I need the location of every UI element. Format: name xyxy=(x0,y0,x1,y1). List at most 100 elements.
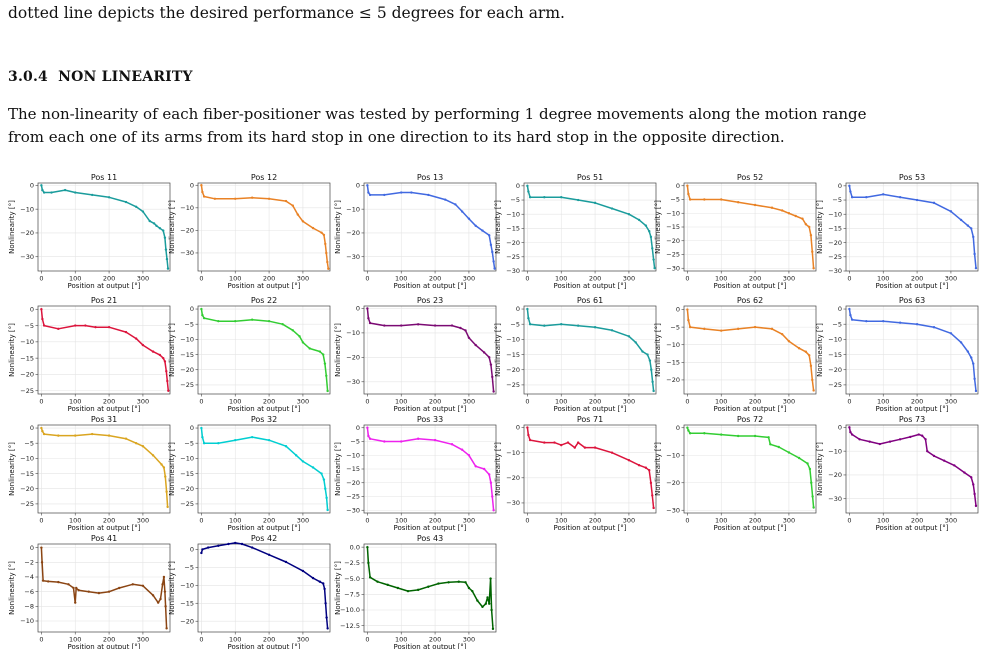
x-tick-label: 300 xyxy=(945,517,957,525)
data-point xyxy=(42,191,46,194)
x-tick-label: 100 xyxy=(69,636,81,644)
data-point xyxy=(324,602,327,605)
y-axis-label: Nonlinearity [°] xyxy=(334,442,342,496)
data-point xyxy=(850,195,854,199)
data-point xyxy=(474,465,477,468)
y-tick-label: −20 xyxy=(828,239,842,247)
data-point xyxy=(298,335,301,338)
data-point xyxy=(107,590,111,593)
data-point xyxy=(932,454,936,458)
y-tick-label: −5 xyxy=(510,196,520,204)
data-point xyxy=(970,227,973,230)
data-point xyxy=(593,326,597,329)
data-point xyxy=(651,494,654,497)
data-point xyxy=(753,203,757,207)
data-point xyxy=(736,434,740,438)
y-tick-label: −25 xyxy=(180,500,194,508)
data-point xyxy=(200,551,203,555)
data-point xyxy=(162,466,166,469)
data-point xyxy=(804,350,808,353)
data-point xyxy=(560,443,563,447)
y-axis-label: Nonlinearity [°] xyxy=(654,442,662,496)
x-tick-label: 0 xyxy=(199,275,203,283)
data-point xyxy=(949,332,953,335)
subplot-pos-12: Pos 12 0 100 200 300 0 −10 −20 −30 Position at ou… xyxy=(168,173,331,290)
data-point xyxy=(75,586,78,590)
axes-frame xyxy=(363,543,497,633)
y-tick-label: −10 xyxy=(666,209,680,217)
x-tick-label: 200 xyxy=(911,275,923,283)
data-point xyxy=(637,218,641,222)
data-point xyxy=(250,318,254,321)
data-point xyxy=(41,579,45,582)
data-point xyxy=(917,433,920,436)
x-axis-label: Position at output [°] xyxy=(67,405,140,413)
data-point xyxy=(688,432,692,435)
x-tick-label: 300 xyxy=(297,517,309,525)
y-tick-label: −25 xyxy=(506,381,520,389)
data-point xyxy=(326,627,329,630)
data-point xyxy=(459,326,462,330)
data-point xyxy=(206,546,210,549)
y-axis-label: Nonlinearity [°] xyxy=(654,323,662,377)
section-heading: 3.0.4 NON LINEARITY xyxy=(8,69,193,85)
data-point xyxy=(488,602,491,605)
x-axis-label: Position at output [°] xyxy=(875,524,948,532)
data-point xyxy=(367,191,370,194)
subplot-pos-72: Pos 72 0 100 200 300 0 −10 −20 −30 Position at ou… xyxy=(654,415,817,532)
y-tick-label: −20 xyxy=(828,471,842,479)
data-point xyxy=(201,548,204,551)
y-tick-label: −30 xyxy=(346,253,360,261)
y-tick-label: −20 xyxy=(506,366,520,374)
series-line xyxy=(200,185,330,269)
data-point xyxy=(528,195,532,199)
data-point xyxy=(898,195,902,199)
axes-frame xyxy=(523,424,657,514)
data-point xyxy=(301,220,305,223)
data-point xyxy=(543,195,546,199)
series-line xyxy=(526,427,655,509)
data-point xyxy=(966,224,970,227)
data-point xyxy=(322,478,326,481)
data-point xyxy=(583,446,587,449)
x-tick-label: 100 xyxy=(229,398,241,406)
data-point xyxy=(566,441,570,444)
x-tick-label: 100 xyxy=(715,517,727,525)
x-tick-label: 200 xyxy=(429,636,441,644)
data-point xyxy=(491,627,495,631)
subplot-title: Pos 32 xyxy=(251,415,277,424)
y-tick-label: 0 xyxy=(30,182,34,190)
data-point xyxy=(159,597,162,601)
data-point xyxy=(151,454,155,457)
y-axis-label: Nonlinearity [°] xyxy=(816,442,824,496)
data-point xyxy=(450,443,454,446)
data-point xyxy=(686,308,689,311)
y-tick-label: −5 xyxy=(24,439,34,447)
data-point xyxy=(972,362,975,365)
y-tick-label: −25 xyxy=(828,381,842,389)
data-point xyxy=(970,356,973,359)
x-axis-label: Position at output [°] xyxy=(393,643,466,649)
x-tick-label: 300 xyxy=(463,636,475,644)
data-point xyxy=(325,374,328,377)
x-tick-label: 0 xyxy=(39,275,43,283)
series-line xyxy=(40,185,169,269)
data-point xyxy=(151,594,155,597)
subplot-title: Pos 72 xyxy=(737,415,763,424)
data-point xyxy=(296,213,300,216)
body-line-1: The non-linearity of each fiber-position… xyxy=(8,105,867,123)
y-tick-label: −10 xyxy=(506,449,520,457)
y-axis-label: Nonlinearity [°] xyxy=(8,442,16,496)
data-point xyxy=(366,426,369,429)
y-tick-label: −25 xyxy=(20,500,34,508)
y-tick-label: −15 xyxy=(666,223,680,231)
data-point xyxy=(165,257,169,261)
y-axis-label: Nonlinearity [°] xyxy=(494,200,502,254)
subplot-title: Pos 12 xyxy=(251,173,277,182)
x-tick-label: 200 xyxy=(263,636,275,644)
data-point xyxy=(808,354,811,357)
y-tick-label: −20 xyxy=(506,474,520,482)
data-point xyxy=(627,335,631,338)
data-point xyxy=(865,195,868,199)
x-tick-label: 300 xyxy=(297,636,309,644)
